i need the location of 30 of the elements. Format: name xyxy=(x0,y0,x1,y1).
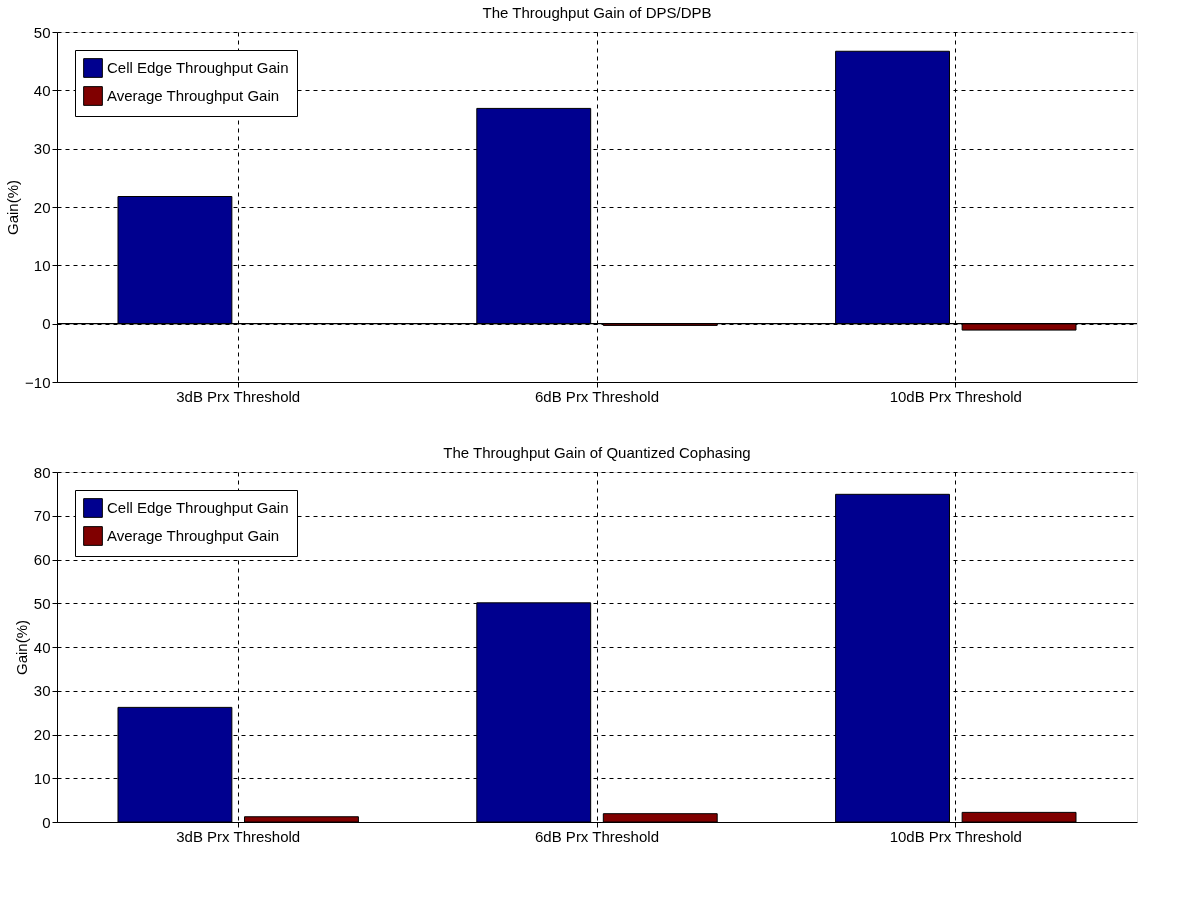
y-tick-label: 50 xyxy=(33,594,51,612)
y-tick-label: 30 xyxy=(33,140,51,158)
y-tick-label: 40 xyxy=(33,81,51,99)
y-tick-label: 20 xyxy=(33,726,51,743)
chart-title: The Throughput Gain of Quantized Cophasing xyxy=(443,444,751,461)
y-tick-label: 30 xyxy=(33,682,51,700)
y-tick-label: 70 xyxy=(33,507,51,525)
legend-label: Cell Edge Throughput Gain xyxy=(107,59,289,76)
x-tick-label: 6dB Prx Threshold xyxy=(535,387,659,405)
y-tick-label: −10 xyxy=(25,373,51,391)
x-tick-label: 3dB Prx Threshold xyxy=(176,827,301,845)
y-tick-label: 80 xyxy=(33,463,51,481)
legend-label: Average Throughput Gain xyxy=(107,527,280,544)
y-tick-label: 20 xyxy=(33,198,51,216)
y-tick-label: 50 xyxy=(33,23,51,41)
y-tick-label: 0 xyxy=(42,315,51,333)
legend-label: Cell Edge Throughput Gain xyxy=(107,499,289,516)
y-axis-title: Gain(%) xyxy=(4,179,22,236)
x-tick-label: 10dB Prx Threshold xyxy=(889,387,1022,405)
y-tick-label: 60 xyxy=(33,551,51,568)
y-tick-label: 10 xyxy=(33,769,51,787)
x-tick-label: 10dB Prx Threshold xyxy=(889,827,1022,845)
y-tick-label: 40 xyxy=(33,638,51,656)
x-tick-label: 3dB Prx Threshold xyxy=(176,387,301,405)
x-tick-label: 6dB Prx Threshold xyxy=(535,827,659,845)
y-tick-label: 0 xyxy=(42,813,51,831)
y-axis-title: Gain(%) xyxy=(12,619,30,676)
chart-title: The Throughput Gain of DPS/DPB xyxy=(482,4,712,21)
y-tick-label: 10 xyxy=(33,256,51,274)
legend-label: Average Throughput Gain xyxy=(107,87,280,104)
